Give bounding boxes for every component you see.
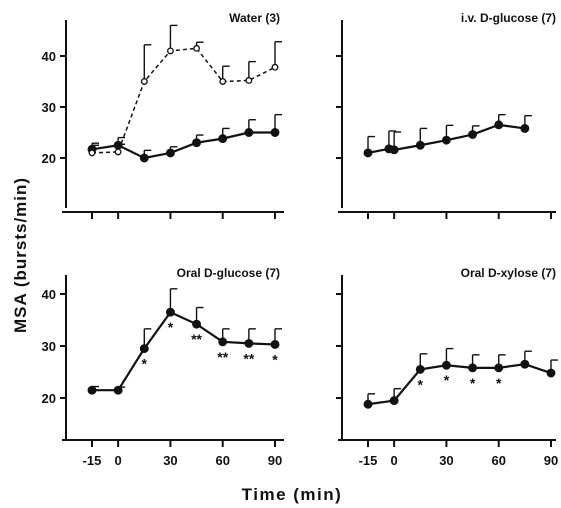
data-point bbox=[363, 148, 373, 158]
data-point bbox=[441, 360, 451, 370]
data-point bbox=[494, 363, 504, 373]
x-tick-label: 60 bbox=[491, 453, 505, 468]
x-tick-label: 90 bbox=[268, 453, 282, 468]
panels: 20 30 40 Water (3) i.v. D-glucose (7) 20 30 40 -… bbox=[42, 11, 559, 468]
data-point-open bbox=[219, 78, 227, 85]
series-line-dashed bbox=[91, 47, 276, 154]
data-point-open bbox=[88, 149, 96, 157]
significance-star: * bbox=[142, 356, 148, 372]
data-point bbox=[520, 123, 530, 133]
data-point bbox=[192, 319, 202, 329]
y-tick-label: 40 bbox=[42, 287, 56, 302]
data-point bbox=[270, 339, 280, 349]
data-point bbox=[113, 385, 123, 395]
y-tick-label: 20 bbox=[42, 391, 56, 406]
x-tick-label: 0 bbox=[391, 453, 398, 468]
significance-star: ** bbox=[217, 349, 228, 365]
data-point-open bbox=[114, 148, 122, 156]
panel-4: -15 0 30 60 90 Oral D-xylose (7) * * * * bbox=[336, 266, 558, 468]
data-point-open bbox=[271, 63, 279, 71]
data-point bbox=[494, 120, 504, 130]
significance-star: ** bbox=[243, 350, 254, 366]
data-point bbox=[139, 344, 149, 354]
x-tick-label: 60 bbox=[215, 453, 229, 468]
data-point bbox=[165, 148, 175, 158]
data-point bbox=[468, 363, 478, 373]
data-point bbox=[270, 128, 280, 137]
data-point bbox=[192, 138, 202, 148]
y-axis-label: MSA (bursts/min) bbox=[11, 177, 30, 333]
y-tick-label: 40 bbox=[42, 49, 56, 64]
data-point bbox=[87, 385, 97, 395]
significance-star: * bbox=[444, 372, 450, 388]
data-point-open bbox=[193, 44, 201, 52]
data-point bbox=[389, 145, 399, 155]
x-tick-label: 0 bbox=[115, 453, 122, 468]
series-line bbox=[91, 131, 275, 160]
panel-2: i.v. D-glucose (7) bbox=[336, 11, 556, 219]
data-point bbox=[363, 399, 373, 409]
panel-1: 20 30 40 Water (3) bbox=[42, 11, 284, 219]
significance-star: * bbox=[418, 376, 424, 392]
data-point-open bbox=[140, 78, 148, 85]
data-point bbox=[165, 307, 175, 317]
x-tick-label: 30 bbox=[439, 453, 453, 468]
x-tick-label: 30 bbox=[163, 453, 177, 468]
data-point bbox=[244, 338, 254, 348]
data-point bbox=[520, 359, 530, 369]
data-point bbox=[546, 368, 556, 378]
y-tick-label: 30 bbox=[42, 100, 56, 115]
x-tick-label: -15 bbox=[359, 453, 378, 468]
panel-title: Water (3) bbox=[229, 11, 280, 25]
data-point bbox=[415, 364, 425, 374]
y-tick-label: 30 bbox=[42, 339, 56, 354]
data-point bbox=[441, 135, 451, 145]
x-tick-label: -15 bbox=[83, 453, 102, 468]
x-axis-label: Time (min) bbox=[242, 485, 343, 504]
data-point bbox=[415, 140, 425, 150]
data-point bbox=[468, 130, 478, 139]
x-tick-label: 90 bbox=[544, 453, 558, 468]
significance-star: ** bbox=[191, 331, 202, 347]
significance-star: * bbox=[272, 351, 278, 367]
data-point bbox=[218, 134, 228, 144]
y-tick-label: 20 bbox=[42, 151, 56, 166]
significance-star: * bbox=[470, 375, 476, 391]
data-point bbox=[389, 396, 399, 406]
data-point bbox=[139, 153, 149, 163]
data-point bbox=[244, 128, 254, 137]
data-point bbox=[218, 337, 228, 347]
panel-title: i.v. D-glucose (7) bbox=[461, 11, 556, 25]
data-point-open bbox=[166, 47, 174, 55]
panel-title: Oral D-xylose (7) bbox=[461, 266, 556, 280]
panel-title: Oral D-glucose (7) bbox=[177, 266, 280, 280]
data-point-open bbox=[245, 77, 253, 84]
significance-star: * bbox=[168, 319, 174, 335]
significance-star: * bbox=[496, 375, 502, 391]
